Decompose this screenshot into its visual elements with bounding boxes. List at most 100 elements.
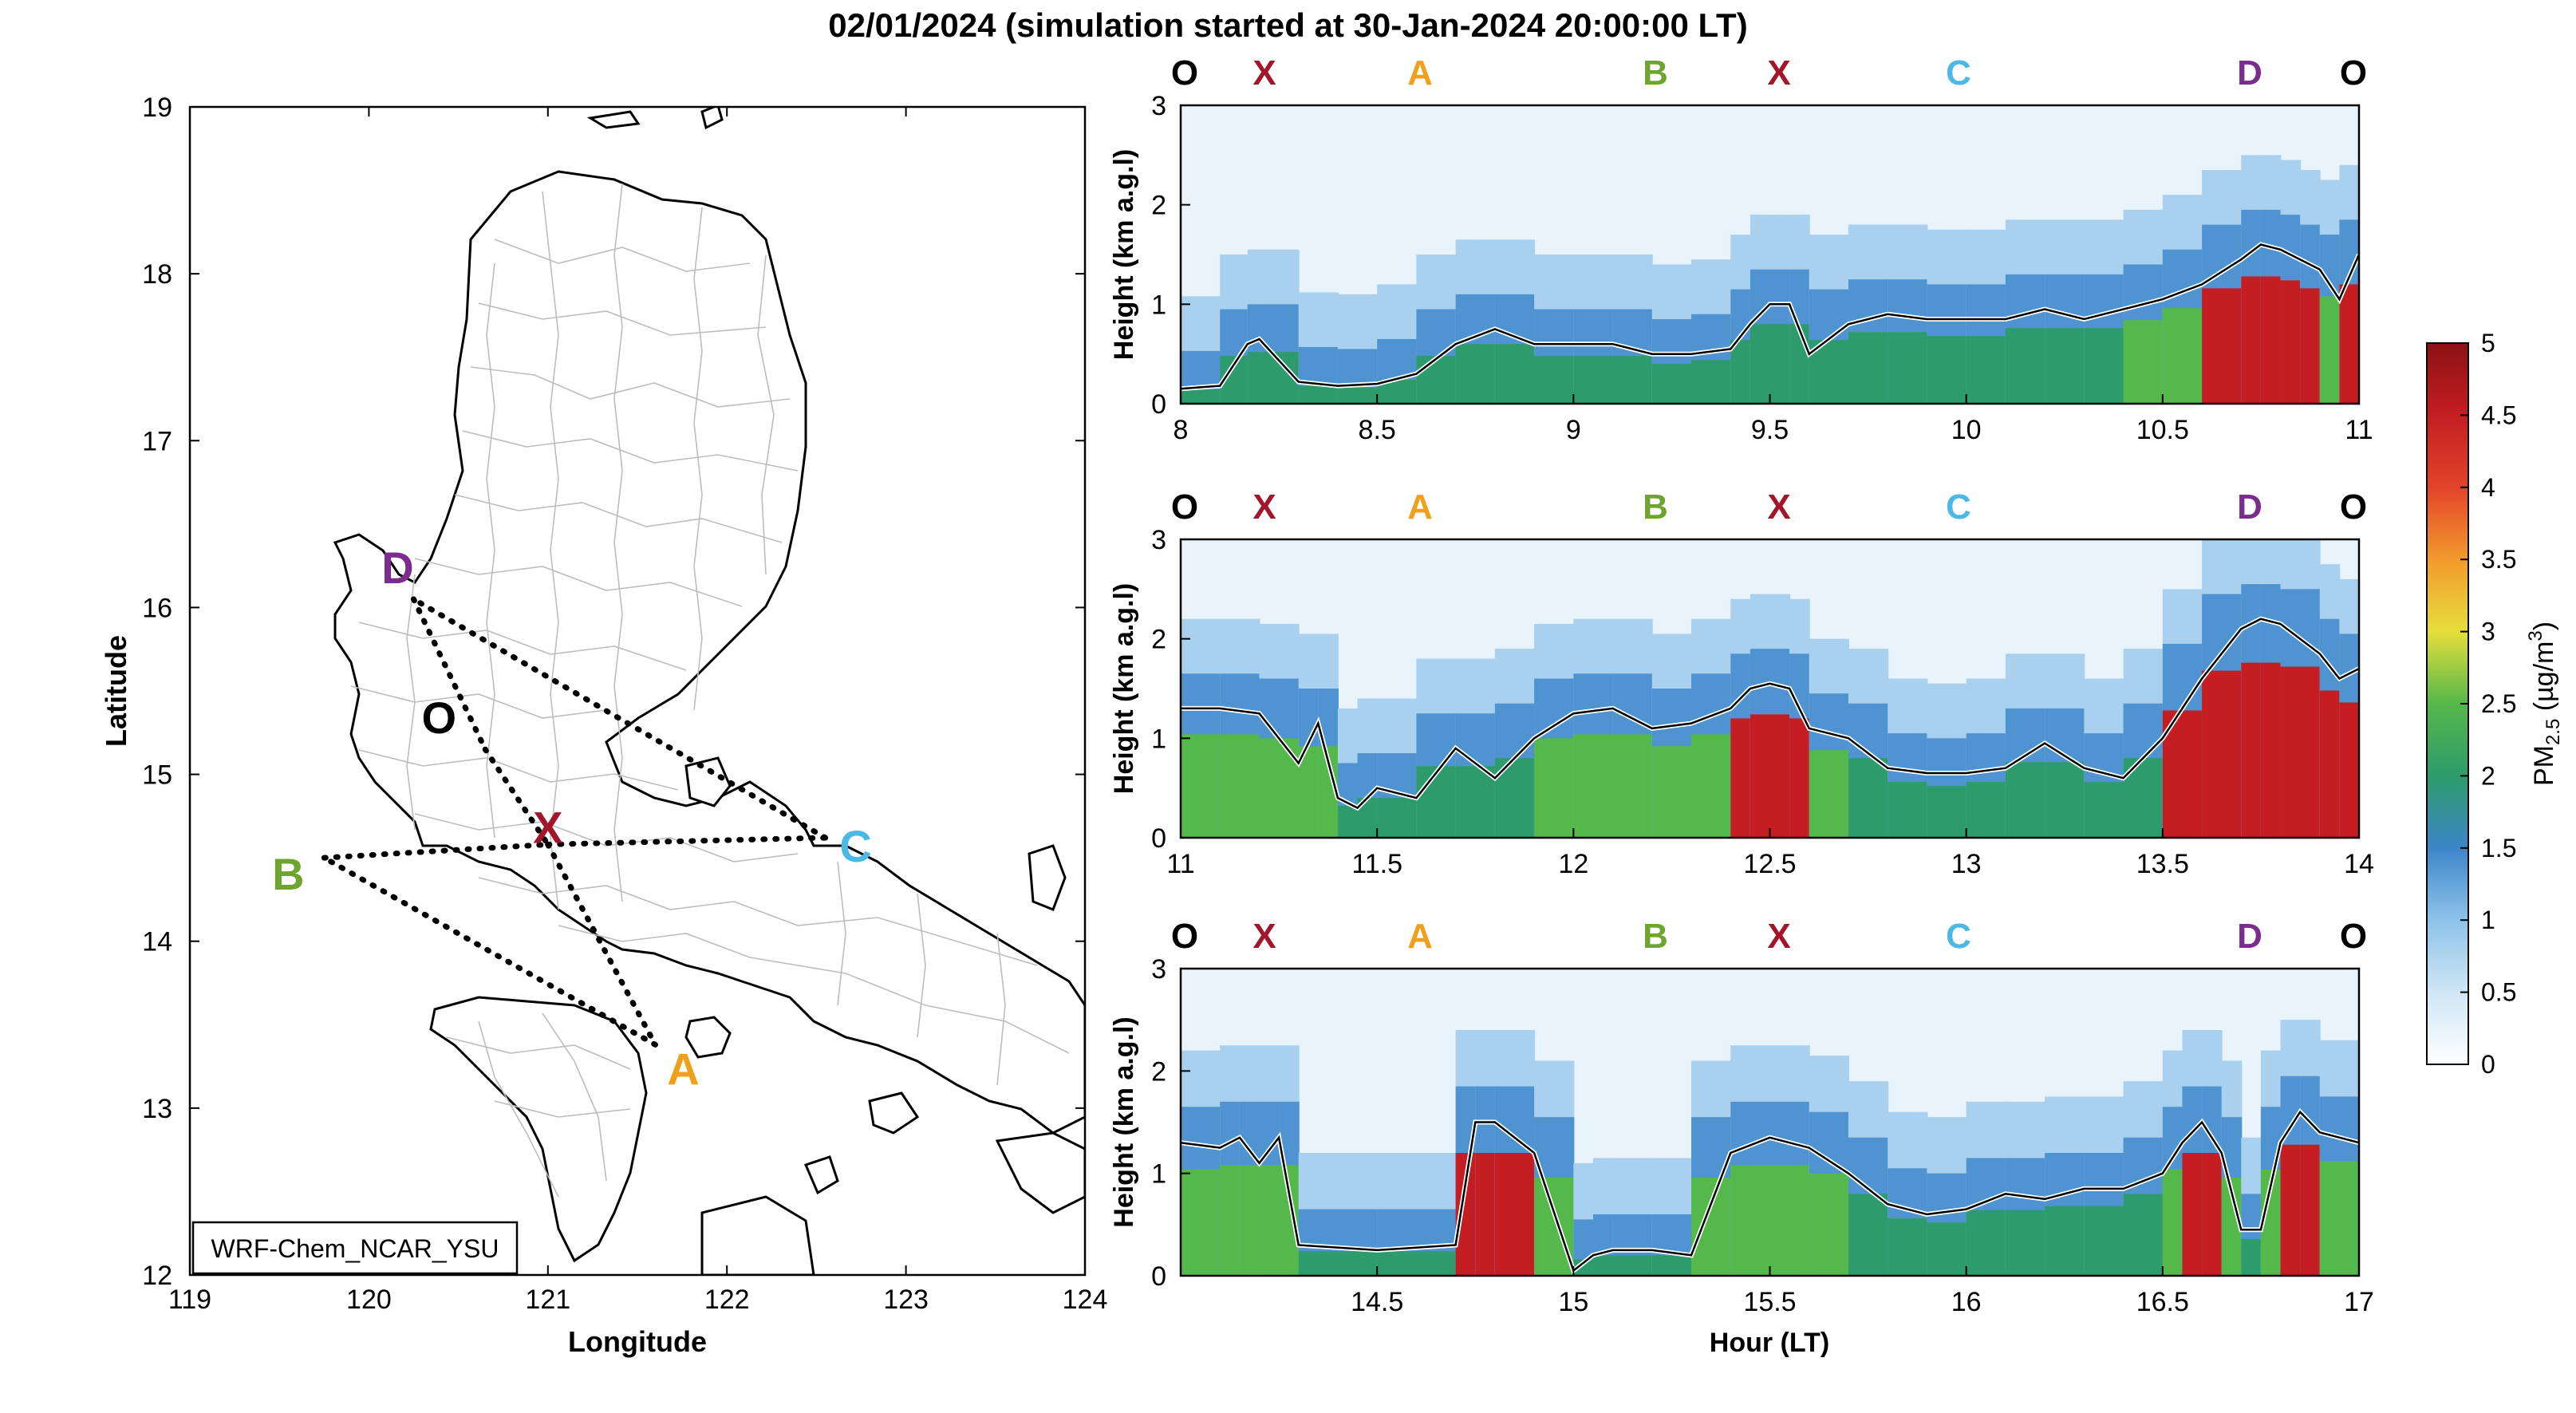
curtain-pbl-band — [2280, 666, 2321, 838]
panay-island — [700, 1195, 815, 1275]
curtain-pbl-band — [2319, 296, 2341, 404]
map-ytick-label: 19 — [142, 93, 172, 123]
curtain-pbl-band — [2319, 1161, 2359, 1276]
curtain-route-label: X — [1252, 917, 1276, 956]
curtain-pbl-band — [1494, 344, 1536, 404]
polillo-island — [684, 756, 732, 807]
curtain-route-label: A — [1407, 487, 1433, 527]
curtain-route-label: X — [1767, 487, 1790, 527]
curtain-pbl-band — [2084, 1206, 2124, 1276]
curtain-route-label: A — [1407, 53, 1433, 93]
curtain-xtick-label: 16.5 — [2136, 1287, 2189, 1317]
map-point-label: A — [667, 1044, 699, 1094]
curtain-pbl-band — [1730, 718, 1751, 838]
curtain-ytick-label: 2 — [1151, 1056, 1166, 1087]
curtain-ytick-label: 0 — [1151, 823, 1166, 854]
curtain-pbl-band — [1927, 336, 1967, 404]
colorbar-tick-label: 2 — [2481, 761, 2495, 790]
model-label: WRF-Chem_NCAR_YSU — [211, 1234, 499, 1263]
luzon-landmass — [333, 170, 1085, 1135]
map-route-segment — [411, 596, 829, 841]
curtain-pbl-band — [2045, 762, 2085, 838]
curtain-pbl-band — [1966, 782, 2006, 838]
curtain-ylabel: Height (km a.g.l) — [1109, 1016, 1139, 1227]
curtain-route-label: X — [1252, 53, 1276, 93]
curtain-field — [1181, 969, 2359, 1276]
colorbar-tick-label: 3 — [2481, 618, 2495, 646]
map-xtick-label: 120 — [346, 1285, 392, 1315]
curtain-pbl-band — [1220, 1165, 1241, 1276]
pblh-line — [1181, 618, 2359, 810]
curtain-pbl-band — [2202, 1153, 2223, 1276]
curtain-route-label: C — [1946, 53, 1971, 93]
curtain-pbl-band — [1298, 386, 1339, 404]
curtain-pbl-band — [1416, 766, 1457, 838]
curtain-pbl-band — [1592, 1255, 1614, 1276]
map-ytick-label: 14 — [142, 927, 172, 957]
curtain-pbl-band — [1612, 356, 1653, 404]
curtain-pbl-band — [2005, 1210, 2046, 1276]
romblon-island — [803, 1155, 839, 1195]
curtain-pbl-band — [1651, 746, 1693, 838]
map-route-segment — [411, 596, 488, 752]
curtain-1: 0 1 2 3 8 8.5 9 9.5 10 10.5 11 Height (km a.g.l) O X A… — [1109, 53, 2373, 445]
map-ticks: 119 120 121 122 123 124 12 13 14 15 16 17 18 19 — [142, 93, 1107, 1315]
curtain-pbl-band — [2123, 320, 2164, 404]
curtain-pbl-band — [1750, 324, 1771, 404]
curtain-pbl-band — [2339, 702, 2359, 838]
curtain-pbl-band — [1534, 738, 1575, 838]
colorbar-tick-label: 2.5 — [2481, 689, 2516, 718]
map-xtick-label: 121 — [525, 1285, 570, 1315]
map-panel: 119 120 121 122 123 124 12 13 14 15 16 17 18 19 D O X C B… — [100, 93, 1107, 1358]
curtain-xtick-label: 9 — [1566, 415, 1581, 445]
curtain-xtick-label: 15.5 — [1743, 1287, 1796, 1317]
curtain-route-label: X — [1767, 53, 1790, 93]
curtain-pbl-band — [2162, 1169, 2183, 1276]
map-route — [321, 596, 829, 1048]
curtain-xlabel: Hour (LT) — [1710, 1328, 1829, 1358]
curtain-xtick-label: 13.5 — [2136, 849, 2189, 879]
curtain-xtick-label: 14 — [2344, 849, 2374, 879]
curtain-pbl-band — [2300, 1144, 2321, 1276]
curtain-pbl-band — [1573, 356, 1614, 404]
map-ytick-label: 18 — [142, 259, 172, 290]
colorbar-label: PM2.5 (µg/m3) — [2525, 622, 2564, 786]
curtain-route-label: X — [1252, 487, 1276, 527]
curtain-xtick-label: 12.5 — [1743, 849, 1796, 879]
curtain-pbl-band — [1809, 1173, 1849, 1276]
curtain-ytick-label: 1 — [1151, 1159, 1166, 1190]
curtain-pbl-band — [2162, 308, 2203, 404]
colorbar: 0 0.5 1 1.5 2 2.5 3 3.5 4 4.5 5 PM2.5 (µg/m3) — [2426, 329, 2564, 1079]
curtain-pbl-band — [1181, 1169, 1221, 1276]
map-point-label: X — [533, 802, 562, 852]
map-ytick-label: 15 — [142, 760, 172, 791]
curtain-route-label: D — [2237, 53, 2262, 93]
curtain-route-label: O — [2340, 917, 2367, 956]
curtain-field — [1181, 539, 2359, 838]
curtain-pbl-band — [2045, 1206, 2085, 1276]
curtain-pbl-band — [1612, 734, 1653, 838]
curtain-pbl-band — [2260, 662, 2282, 838]
pblh-line — [1181, 243, 2359, 390]
curtain-route-label: B — [1643, 53, 1668, 93]
catanduanes-island — [1028, 844, 1067, 911]
curtain-pbl-band — [2045, 328, 2085, 404]
curtain-pbl-band — [1809, 750, 1849, 838]
map-xtick-label: 122 — [704, 1285, 750, 1315]
curtain-pbl-band — [1573, 734, 1614, 838]
map-route-segment — [482, 746, 551, 847]
curtain-pbl-band — [1573, 1259, 1594, 1276]
curtain-pbl-band — [2182, 1153, 2203, 1276]
map-xtick-label: 119 — [168, 1285, 211, 1315]
pblh-line — [1181, 1110, 2359, 1273]
curtain-pbl-band — [1691, 734, 1732, 838]
curtain-xtick-label: 12 — [1558, 849, 1588, 879]
curtain-xtick-label: 10.5 — [2136, 415, 2189, 445]
curtain-route-label: B — [1643, 487, 1668, 527]
curtain-pbl-band — [2241, 1238, 2262, 1276]
curtain-pbl-band — [1416, 356, 1457, 404]
curtain-pbl-band — [1730, 1165, 1771, 1276]
curtain-ylabel: Height (km a.g.l) — [1109, 149, 1139, 360]
curtain-pbl-band — [1247, 352, 1260, 404]
colorbar-tick-label: 4 — [2481, 473, 2495, 502]
